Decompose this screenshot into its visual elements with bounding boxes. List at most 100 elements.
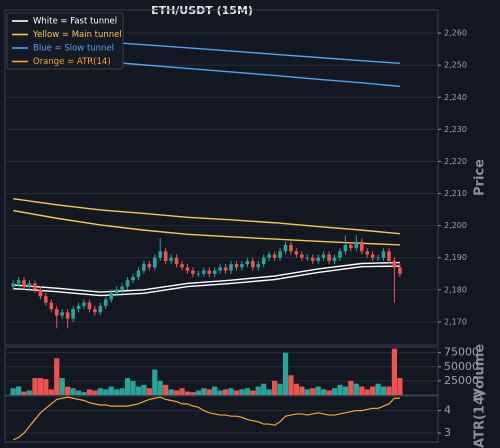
volume-bar bbox=[103, 389, 109, 395]
volume-bar bbox=[212, 386, 218, 395]
volume-bar bbox=[272, 380, 278, 395]
y-tick-label: 25000 bbox=[444, 374, 479, 387]
volume-bar bbox=[288, 375, 294, 395]
tunnel-line bbox=[13, 261, 400, 293]
volume-bar bbox=[359, 386, 365, 395]
volume-bar bbox=[315, 386, 321, 395]
volume-bar bbox=[299, 386, 305, 395]
candle-body bbox=[387, 251, 391, 261]
volume-bar bbox=[114, 389, 120, 395]
candle-body bbox=[93, 309, 97, 313]
volume-bar bbox=[277, 383, 283, 395]
candle-body bbox=[207, 270, 212, 274]
volume-bar bbox=[119, 388, 125, 395]
volume-bar bbox=[97, 388, 103, 395]
candle-body bbox=[158, 251, 163, 258]
candle-body bbox=[327, 254, 331, 261]
candle-body bbox=[169, 257, 173, 261]
y-axis-title: Price bbox=[473, 159, 488, 196]
candle-body bbox=[289, 244, 293, 252]
volume-bar bbox=[184, 391, 191, 395]
volume-bar bbox=[228, 388, 234, 395]
volume-bar bbox=[244, 388, 250, 395]
y-tick-label: 2,190 bbox=[444, 253, 467, 262]
tunnel-line bbox=[13, 197, 400, 235]
candle-body bbox=[381, 251, 386, 258]
candle-body bbox=[310, 257, 315, 261]
y-tick-label: 2,260 bbox=[444, 29, 467, 38]
volume-bar bbox=[342, 386, 349, 395]
y-tick-label: 2,240 bbox=[444, 93, 467, 102]
candle-body bbox=[229, 264, 233, 271]
legend-label: Blue = Slow tunnel bbox=[33, 44, 114, 54]
y-tick-label: 50000 bbox=[444, 360, 479, 373]
volume-bar bbox=[375, 383, 381, 395]
volume-bar bbox=[16, 386, 22, 395]
candle-body bbox=[370, 254, 375, 258]
y-tick-label: 2,210 bbox=[444, 189, 467, 198]
candle-body bbox=[27, 283, 32, 287]
candle-body bbox=[261, 257, 266, 265]
volume-bar bbox=[86, 389, 93, 395]
volume-bar bbox=[130, 380, 136, 395]
volume-bar bbox=[310, 388, 316, 395]
y-axis-title: Volume bbox=[473, 344, 488, 399]
candle-body bbox=[71, 309, 75, 319]
candle-body bbox=[98, 305, 103, 313]
candle-body bbox=[212, 270, 217, 274]
candle-body bbox=[305, 257, 310, 259]
volume-bar bbox=[255, 386, 261, 395]
volume-bar bbox=[81, 392, 87, 395]
candle-body bbox=[33, 283, 37, 290]
candle-body bbox=[365, 251, 369, 255]
candle-body bbox=[136, 270, 141, 277]
candle-body bbox=[180, 264, 184, 268]
candle-body bbox=[196, 273, 201, 275]
volume-bar bbox=[250, 390, 256, 395]
volume-bar bbox=[37, 378, 44, 395]
candle-body bbox=[343, 244, 348, 252]
candle-body bbox=[256, 264, 261, 268]
volume-bar bbox=[370, 386, 376, 395]
y-tick-label: 2,200 bbox=[444, 221, 467, 230]
volume-bar bbox=[282, 352, 289, 395]
candle-body bbox=[131, 276, 135, 281]
y-tick-label: 3 bbox=[444, 426, 451, 439]
candle-body bbox=[163, 251, 168, 261]
volume-bar bbox=[233, 390, 240, 395]
candle-body bbox=[65, 312, 70, 319]
candle-body bbox=[109, 293, 114, 300]
volume-bar bbox=[26, 390, 33, 395]
volume-bar bbox=[65, 386, 71, 395]
volume-bar bbox=[157, 380, 163, 395]
candle-body bbox=[234, 264, 239, 268]
volume-bar bbox=[21, 391, 27, 395]
y-tick-label: 2,220 bbox=[444, 157, 467, 166]
volume-bar bbox=[261, 383, 267, 395]
volume-bar bbox=[386, 386, 392, 395]
y-tick-label: 4 bbox=[444, 404, 451, 417]
atr-line bbox=[12, 396, 400, 441]
volume-bar bbox=[141, 384, 147, 395]
candle-body bbox=[300, 254, 304, 258]
candle-body bbox=[294, 251, 299, 255]
volume-bar bbox=[173, 390, 180, 395]
volume-bar bbox=[195, 390, 201, 395]
volume-bar bbox=[168, 389, 174, 395]
candle-body bbox=[125, 280, 130, 287]
volume-bar bbox=[75, 390, 82, 395]
candle-body bbox=[223, 267, 228, 271]
candle-body bbox=[103, 299, 108, 306]
volume-bar bbox=[179, 388, 185, 395]
candle-body bbox=[142, 264, 146, 271]
y-tick-label: 2,230 bbox=[444, 125, 467, 134]
candle-body bbox=[321, 254, 326, 258]
legend: White = Fast tunnel Yellow = Main tunnel B… bbox=[6, 12, 124, 70]
candle-body bbox=[278, 251, 282, 258]
volume-bar bbox=[70, 388, 76, 395]
volume-bar bbox=[54, 358, 60, 395]
candle-body bbox=[38, 289, 43, 297]
candle-body bbox=[120, 286, 124, 290]
